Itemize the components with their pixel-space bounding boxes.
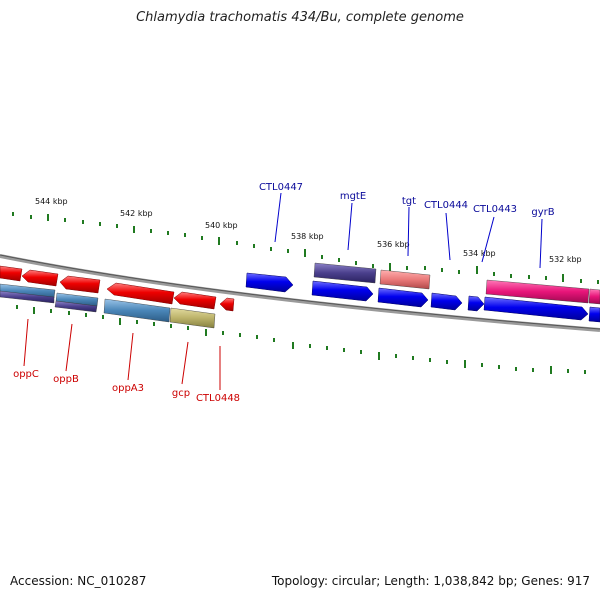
gene-arrow-CTL0444[interactable] [430, 292, 463, 311]
gene-arrow-CTL0448[interactable] [173, 291, 217, 310]
gene-arrow-oppC[interactable] [0, 265, 23, 282]
gene-arrow-CTL0443[interactable] [467, 295, 485, 312]
map-title: Chlamydia trachomatis 434/Bu, complete g… [136, 10, 464, 25]
accession-text: Accession: NC_010287 [10, 574, 147, 588]
gene-label-oppC[interactable]: oppC [13, 369, 39, 380]
scale-label-540: 540 kbp [205, 221, 238, 230]
gene-label-gcp[interactable]: gcp [172, 388, 190, 399]
forward-cog-bars [313, 262, 600, 305]
scale-label-532: 532 kbp [549, 255, 582, 264]
gene-label-CTL0448[interactable]: CTL0448 [196, 393, 240, 404]
gene-label-mgtE[interactable]: mgtE [340, 191, 366, 202]
gene-label-CTL0447[interactable]: CTL0447 [259, 182, 303, 193]
scale-label-534: 534 kbp [463, 249, 496, 258]
gene-label-CTL0443[interactable]: CTL0443 [473, 204, 517, 215]
gene-arrow-small-reverse[interactable] [219, 297, 235, 312]
forward-strand-genes [245, 272, 600, 323]
gene-label-oppA3[interactable]: oppA3 [112, 383, 144, 394]
scale-label-544: 544 kbp [35, 197, 68, 206]
gene-arrow-edge-forward[interactable] [588, 306, 600, 323]
reverse-label-leaders [23, 318, 221, 390]
scale-label-538: 538 kbp [291, 232, 324, 241]
gene-arrow-oppA3[interactable] [59, 275, 101, 294]
scale-label-536: 536 kbp [377, 240, 410, 249]
genome-backbone [0, 254, 600, 332]
topology-text: Topology: circular; Length: 1,038,842 bp… [271, 574, 590, 588]
gene-arrow-mgtE[interactable] [311, 280, 374, 302]
forward-label-leaders [274, 192, 543, 269]
inner-scale-ticks [16, 305, 586, 374]
gene-label-tgt[interactable]: tgt [402, 196, 416, 207]
reverse-cog-bars [0, 283, 216, 329]
gene-label-gyrB[interactable]: gyrB [531, 207, 554, 218]
gene-arrow-gcp[interactable] [106, 282, 175, 305]
gene-arrow-oppB[interactable] [21, 269, 59, 287]
outer-scale-ticks [12, 212, 599, 284]
gene-label-CTL0444[interactable]: CTL0444 [424, 200, 468, 211]
scale-label-542: 542 kbp [120, 209, 153, 218]
reverse-strand-genes [0, 265, 235, 312]
gene-arrow-gyrB[interactable] [483, 296, 589, 321]
gene-label-oppB[interactable]: oppB [53, 374, 79, 385]
gene-arrow-CTL0447[interactable] [245, 272, 294, 293]
gene-arrow-tgt[interactable] [377, 287, 429, 308]
